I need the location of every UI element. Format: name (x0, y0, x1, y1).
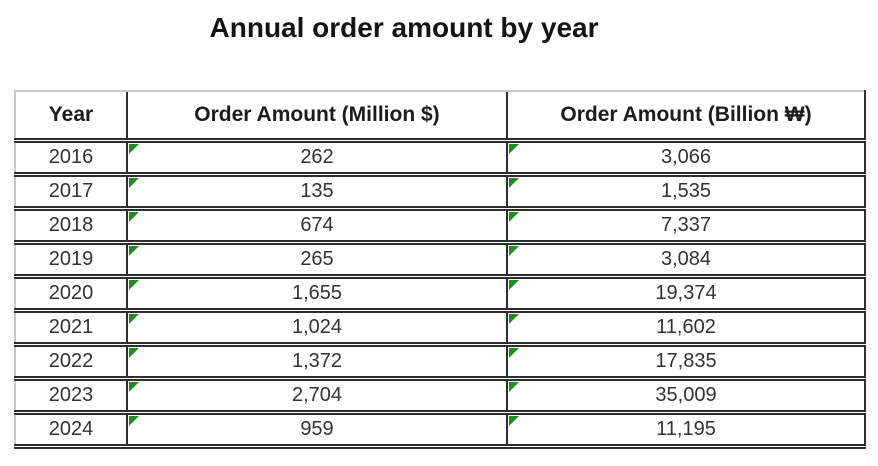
usd-value: 959 (300, 418, 334, 440)
usd-cell[interactable]: 674 (126, 208, 507, 245)
cell-error-triangle-icon (129, 382, 139, 392)
cell-error-triangle-icon (509, 178, 519, 188)
cell-error-triangle-icon (509, 314, 519, 324)
cell-error-triangle-icon (509, 212, 519, 222)
krw-value: 1,535 (660, 180, 712, 202)
usd-cell[interactable]: 1,024 (126, 310, 507, 347)
year-cell[interactable]: 2016 (14, 140, 127, 177)
col-header-year[interactable]: Year (14, 90, 127, 143)
krw-cell[interactable]: 3,084 (506, 242, 866, 279)
year-cell[interactable]: 2022 (14, 344, 127, 381)
usd-cell[interactable]: 135 (126, 174, 507, 211)
year-cell[interactable]: 2020 (14, 276, 127, 313)
cell-error-triangle-icon (129, 144, 139, 154)
krw-value: 19,374 (655, 282, 717, 304)
cell-error-triangle-icon (129, 246, 139, 256)
usd-value: 1,655 (291, 282, 343, 304)
cell-error-triangle-icon (509, 144, 519, 154)
year-cell[interactable]: 2019 (14, 242, 127, 279)
usd-value: 265 (300, 248, 334, 270)
col-header-krw[interactable]: Order Amount (Billion ₩) (506, 90, 866, 143)
header-row: Year Order Amount (Million $) Order Amou… (14, 90, 866, 143)
usd-value: 1,024 (291, 316, 343, 338)
krw-cell[interactable]: 3,066 (506, 140, 866, 177)
table-row-2024: 2024 959 11,195 (14, 412, 866, 449)
cell-error-triangle-icon (509, 280, 519, 290)
krw-value: 35,009 (655, 384, 717, 406)
cell-error-triangle-icon (129, 178, 139, 188)
table-row-2016: 2016 262 3,066 (14, 140, 866, 177)
usd-value: 1,372 (291, 350, 343, 372)
usd-cell[interactable]: 2,704 (126, 378, 507, 415)
year-cell[interactable]: 2017 (14, 174, 127, 211)
year-cell[interactable]: 2024 (14, 412, 127, 449)
krw-value: 3,084 (660, 248, 712, 270)
cell-error-triangle-icon (129, 280, 139, 290)
year-cell[interactable]: 2018 (14, 208, 127, 245)
col-header-usd[interactable]: Order Amount (Million $) (126, 90, 507, 143)
cell-error-triangle-icon (129, 416, 139, 426)
table-row-2017: 2017 135 1,535 (14, 174, 866, 211)
cell-error-triangle-icon (509, 246, 519, 256)
cell-error-triangle-icon (509, 382, 519, 392)
year-cell[interactable]: 2023 (14, 378, 127, 415)
krw-value: 3,066 (660, 146, 712, 168)
table-row-2021: 2021 1,024 11,602 (14, 310, 866, 347)
krw-value: 7,337 (660, 214, 712, 236)
table-row-2019: 2019 265 3,084 (14, 242, 866, 279)
krw-cell[interactable]: 17,835 (506, 344, 866, 381)
cell-error-triangle-icon (509, 416, 519, 426)
krw-cell[interactable]: 1,535 (506, 174, 866, 211)
usd-value: 674 (300, 214, 334, 236)
usd-cell[interactable]: 1,372 (126, 344, 507, 381)
krw-value: 11,195 (656, 418, 716, 440)
table-row-2023: 2023 2,704 35,009 (14, 378, 866, 415)
usd-cell[interactable]: 959 (126, 412, 507, 449)
krw-cell[interactable]: 7,337 (506, 208, 866, 245)
cell-error-triangle-icon (129, 212, 139, 222)
krw-cell[interactable]: 35,009 (506, 378, 866, 415)
usd-value: 135 (300, 180, 334, 202)
page-title: Annual order amount by year (209, 12, 599, 43)
annual-order-table: Year Order Amount (Million $) Order Amou… (14, 90, 866, 449)
table-row-2018: 2018 674 7,337 (14, 208, 866, 245)
krw-value: 17,835 (655, 350, 717, 372)
usd-cell[interactable]: 1,655 (126, 276, 507, 313)
krw-cell[interactable]: 11,195 (506, 412, 866, 449)
year-cell[interactable]: 2021 (14, 310, 127, 347)
usd-value: 2,704 (291, 384, 343, 406)
krw-cell[interactable]: 11,602 (506, 310, 866, 347)
cell-error-triangle-icon (509, 348, 519, 358)
table-row-2020: 2020 1,655 19,374 (14, 276, 866, 313)
krw-value: 11,602 (656, 316, 716, 338)
table-row-2022: 2022 1,372 17,835 (14, 344, 866, 381)
cell-error-triangle-icon (129, 314, 139, 324)
krw-cell[interactable]: 19,374 (506, 276, 866, 313)
cell-error-triangle-icon (129, 348, 139, 358)
usd-cell[interactable]: 262 (126, 140, 507, 177)
usd-value: 262 (300, 146, 334, 168)
usd-cell[interactable]: 265 (126, 242, 507, 279)
table-body: 2016 262 3,066 2017 135 1,535 2018 674 7… (14, 140, 866, 449)
